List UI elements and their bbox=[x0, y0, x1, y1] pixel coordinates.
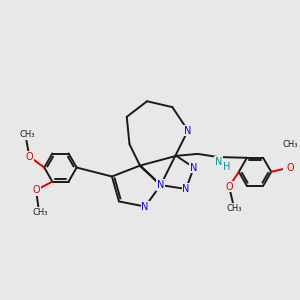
Text: N: N bbox=[141, 202, 149, 212]
Text: N: N bbox=[215, 157, 222, 167]
Text: O: O bbox=[32, 185, 40, 195]
Text: O: O bbox=[26, 152, 33, 162]
Text: N: N bbox=[157, 180, 164, 190]
Text: CH₃: CH₃ bbox=[227, 204, 242, 213]
Text: H: H bbox=[223, 162, 230, 172]
Text: CH₃: CH₃ bbox=[32, 208, 48, 217]
Text: N: N bbox=[190, 163, 197, 172]
Text: O: O bbox=[225, 182, 233, 192]
Text: N: N bbox=[182, 184, 190, 194]
Text: CH₃: CH₃ bbox=[283, 140, 298, 149]
Text: N: N bbox=[184, 125, 192, 136]
Text: O: O bbox=[287, 163, 295, 173]
Text: CH₃: CH₃ bbox=[20, 130, 35, 139]
